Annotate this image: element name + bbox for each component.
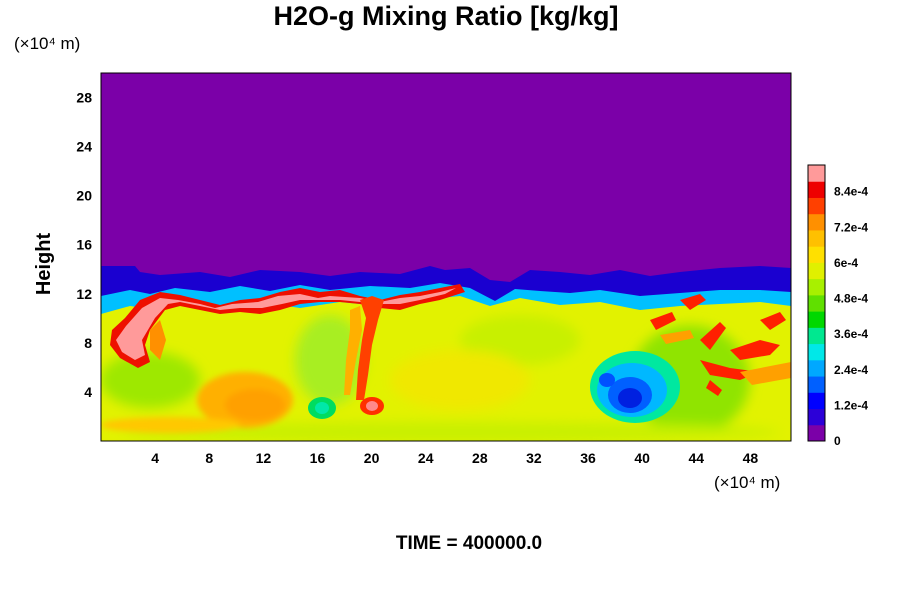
y-unit-label: (×10⁴ m) [14, 34, 80, 53]
x-tick-label: 40 [634, 450, 650, 466]
colorbar-swatch [808, 359, 825, 377]
colorbar-swatch [808, 392, 825, 410]
streak-r3 [700, 322, 726, 350]
colorbar-tick-label: 8.4e-4 [834, 185, 868, 199]
y-tick-label: 8 [84, 335, 92, 351]
colorbar-tick-label: 0 [834, 434, 841, 448]
green-bottom [120, 422, 780, 441]
plume-red [356, 296, 384, 400]
x-tick-label: 24 [418, 450, 434, 466]
x-tick-label: 20 [364, 450, 380, 466]
y-axis-label: Height [33, 233, 55, 296]
colorbar-swatch [808, 246, 825, 263]
y-tick-label: 24 [76, 139, 92, 155]
colorbar-tick-label: 4.8e-4 [834, 292, 868, 306]
colorbar [807, 164, 826, 442]
y-tick-label: 28 [76, 90, 92, 106]
x-tick-label: 8 [205, 450, 213, 466]
colorbar-swatch [808, 408, 825, 426]
colorbar-swatch [808, 181, 825, 198]
streak-r4 [730, 340, 780, 360]
colorbar-swatch [808, 213, 825, 231]
vortex-left-spot [599, 373, 615, 387]
colorbar-swatch [808, 343, 825, 361]
orange-band-bottom [101, 417, 240, 433]
x-tick-label: 32 [526, 450, 542, 466]
colorbar-tick-label: 3.6e-4 [834, 327, 868, 341]
yellow-patch [390, 350, 530, 410]
x-unit-label: (×10⁴ m) [714, 473, 780, 492]
x-tick-label: 48 [743, 450, 759, 466]
y-tick-label: 12 [76, 286, 92, 302]
colorbar-swatch [808, 278, 825, 296]
vortex-core [618, 388, 642, 408]
colorbar-swatch [808, 327, 825, 345]
plume-orange [344, 306, 362, 395]
x-tick-label: 28 [472, 450, 488, 466]
colorbar-swatch [808, 376, 825, 393]
y-tick-label: 20 [76, 188, 92, 204]
colorbar-swatch [808, 197, 825, 215]
red-spot-core [366, 401, 378, 411]
orange-blob-core [225, 389, 285, 421]
y-tick-label: 16 [76, 237, 92, 253]
colorbar-tick-label: 7.2e-4 [834, 220, 868, 234]
streak-o1 [740, 362, 791, 385]
x-tick-label: 36 [580, 450, 596, 466]
x-tick-label: 44 [689, 450, 705, 466]
x-tick-label: 12 [256, 450, 272, 466]
x-tick-label: 16 [310, 450, 326, 466]
time-label: TIME = 400000.0 [396, 533, 542, 554]
colorbar-swatch [808, 294, 825, 312]
colorbar-tick-label: 1.2e-4 [834, 398, 868, 412]
colorbar-swatch [808, 424, 825, 442]
streak-r6 [706, 380, 722, 396]
x-tick-label: 4 [151, 450, 159, 466]
plot-border [100, 72, 792, 442]
chart-title: H2O-g Mixing Ratio [kg/kg] [273, 1, 618, 31]
y-axis-ticks: 4 8 12 16 20 24 28 [76, 90, 92, 400]
green-spot-core [315, 402, 329, 414]
pink-band-left [116, 288, 456, 360]
colorbar-swatch [808, 229, 825, 247]
streak-r7 [760, 312, 786, 330]
colorbar-swatch [808, 311, 825, 328]
streak-o2 [660, 330, 694, 344]
colorbar-swatch [808, 262, 825, 280]
colorbar-frame [807, 164, 826, 442]
heatmap-field [101, 73, 791, 441]
streak-r2 [650, 312, 676, 330]
colorbar-tick-label: 2.4e-4 [834, 363, 868, 377]
green-patch-mid2 [460, 315, 580, 365]
colorbar-swatch [808, 165, 825, 182]
y-tick-label: 4 [84, 384, 92, 400]
streak-r1 [680, 294, 706, 310]
green-patch-left [101, 352, 200, 408]
colorbar-tick-label: 6e-4 [834, 256, 858, 270]
colorbar-ticks: 0 1.2e-4 2.4e-4 3.6e-4 4.8e-4 6e-4 7.2e-4 8.4e-… [834, 185, 868, 448]
plume-left [150, 320, 166, 360]
x-axis-ticks: 4 8 12 16 20 24 28 32 36 40 44 48 [151, 450, 758, 466]
